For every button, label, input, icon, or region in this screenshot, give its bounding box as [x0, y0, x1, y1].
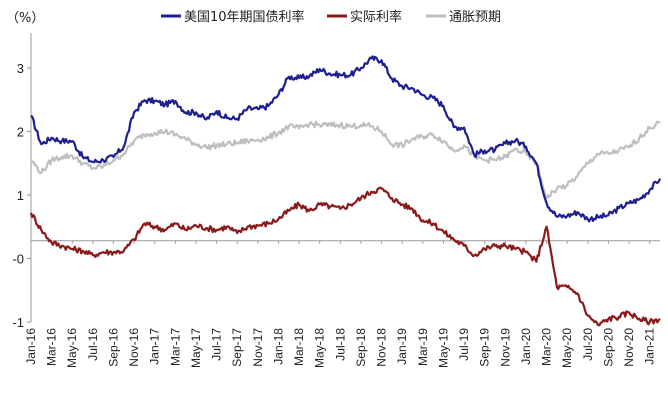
y-tick-label: 3 — [17, 61, 24, 76]
axes: -1 -0 1 2 3 Jan-16 Mar-16 May-16 Jul-16 Sep-16 Nov… — [12, 33, 660, 368]
y-tick-label: -0 — [12, 251, 24, 266]
x-tick-label: Mar-16 — [45, 328, 59, 366]
y-tick-label: 2 — [17, 124, 24, 139]
x-tick-label: Nov-19 — [498, 328, 512, 367]
x-tick-label: Jan-17 — [148, 328, 162, 365]
x-tick-label: May-20 — [560, 328, 574, 368]
x-tick-label: May-17 — [189, 328, 203, 368]
x-tick-label: Jul-20 — [581, 328, 595, 361]
x-tick-label: May-19 — [436, 328, 450, 368]
x-tick-label: May-18 — [313, 328, 327, 368]
x-tick-label: Mar-19 — [416, 328, 430, 366]
x-tick-label: Jan-19 — [395, 328, 409, 365]
x-tick-label: Mar-20 — [540, 328, 554, 366]
x-tick-label: Nov-20 — [622, 328, 636, 367]
x-tick-label: Jan-21 — [643, 328, 657, 365]
y-tick-label: -1 — [12, 315, 24, 330]
x-tick-label: Nov-18 — [375, 328, 389, 367]
x-tick-label: Jan-18 — [271, 328, 285, 365]
x-tick-label: Sep-20 — [601, 328, 615, 367]
x-tick-label: Jul-19 — [457, 328, 471, 361]
y-tick-label: 1 — [17, 188, 24, 203]
x-tick-label: Jan-20 — [519, 328, 533, 365]
legend: 美国10年期国债利率 实际利率 通胀预期 — [161, 9, 501, 25]
x-tick-label: Nov-16 — [127, 328, 141, 367]
x-tick-label: May-16 — [65, 328, 79, 368]
legend-label-inflation-expectation: 通胀预期 — [449, 10, 501, 25]
x-tick-label: Nov-17 — [251, 328, 265, 367]
x-tick-label: Jul-16 — [86, 328, 100, 361]
x-tick-label: Sep-17 — [230, 328, 244, 367]
legend-label-real-rate: 实际利率 — [350, 9, 402, 25]
series-real-rate-line — [29, 186, 661, 327]
x-tick-label: Sep-16 — [106, 328, 120, 367]
x-tick-label: Jul-18 — [333, 328, 347, 361]
x-tick-label: Sep-19 — [478, 328, 492, 367]
x-tick-label: Sep-18 — [354, 328, 368, 367]
y-unit-label: （%） — [6, 11, 44, 26]
x-tick-label: Mar-17 — [168, 328, 182, 366]
plot-area — [29, 55, 662, 327]
x-tick-label: Jan-16 — [24, 328, 38, 365]
series-inflation-expectation-line — [30, 120, 661, 200]
x-tick-label: Mar-18 — [292, 328, 306, 366]
legend-label-us10y: 美国10年期国债利率 — [184, 9, 305, 25]
x-tick-label: Jul-17 — [210, 328, 224, 361]
series-us10y-line — [30, 55, 662, 223]
